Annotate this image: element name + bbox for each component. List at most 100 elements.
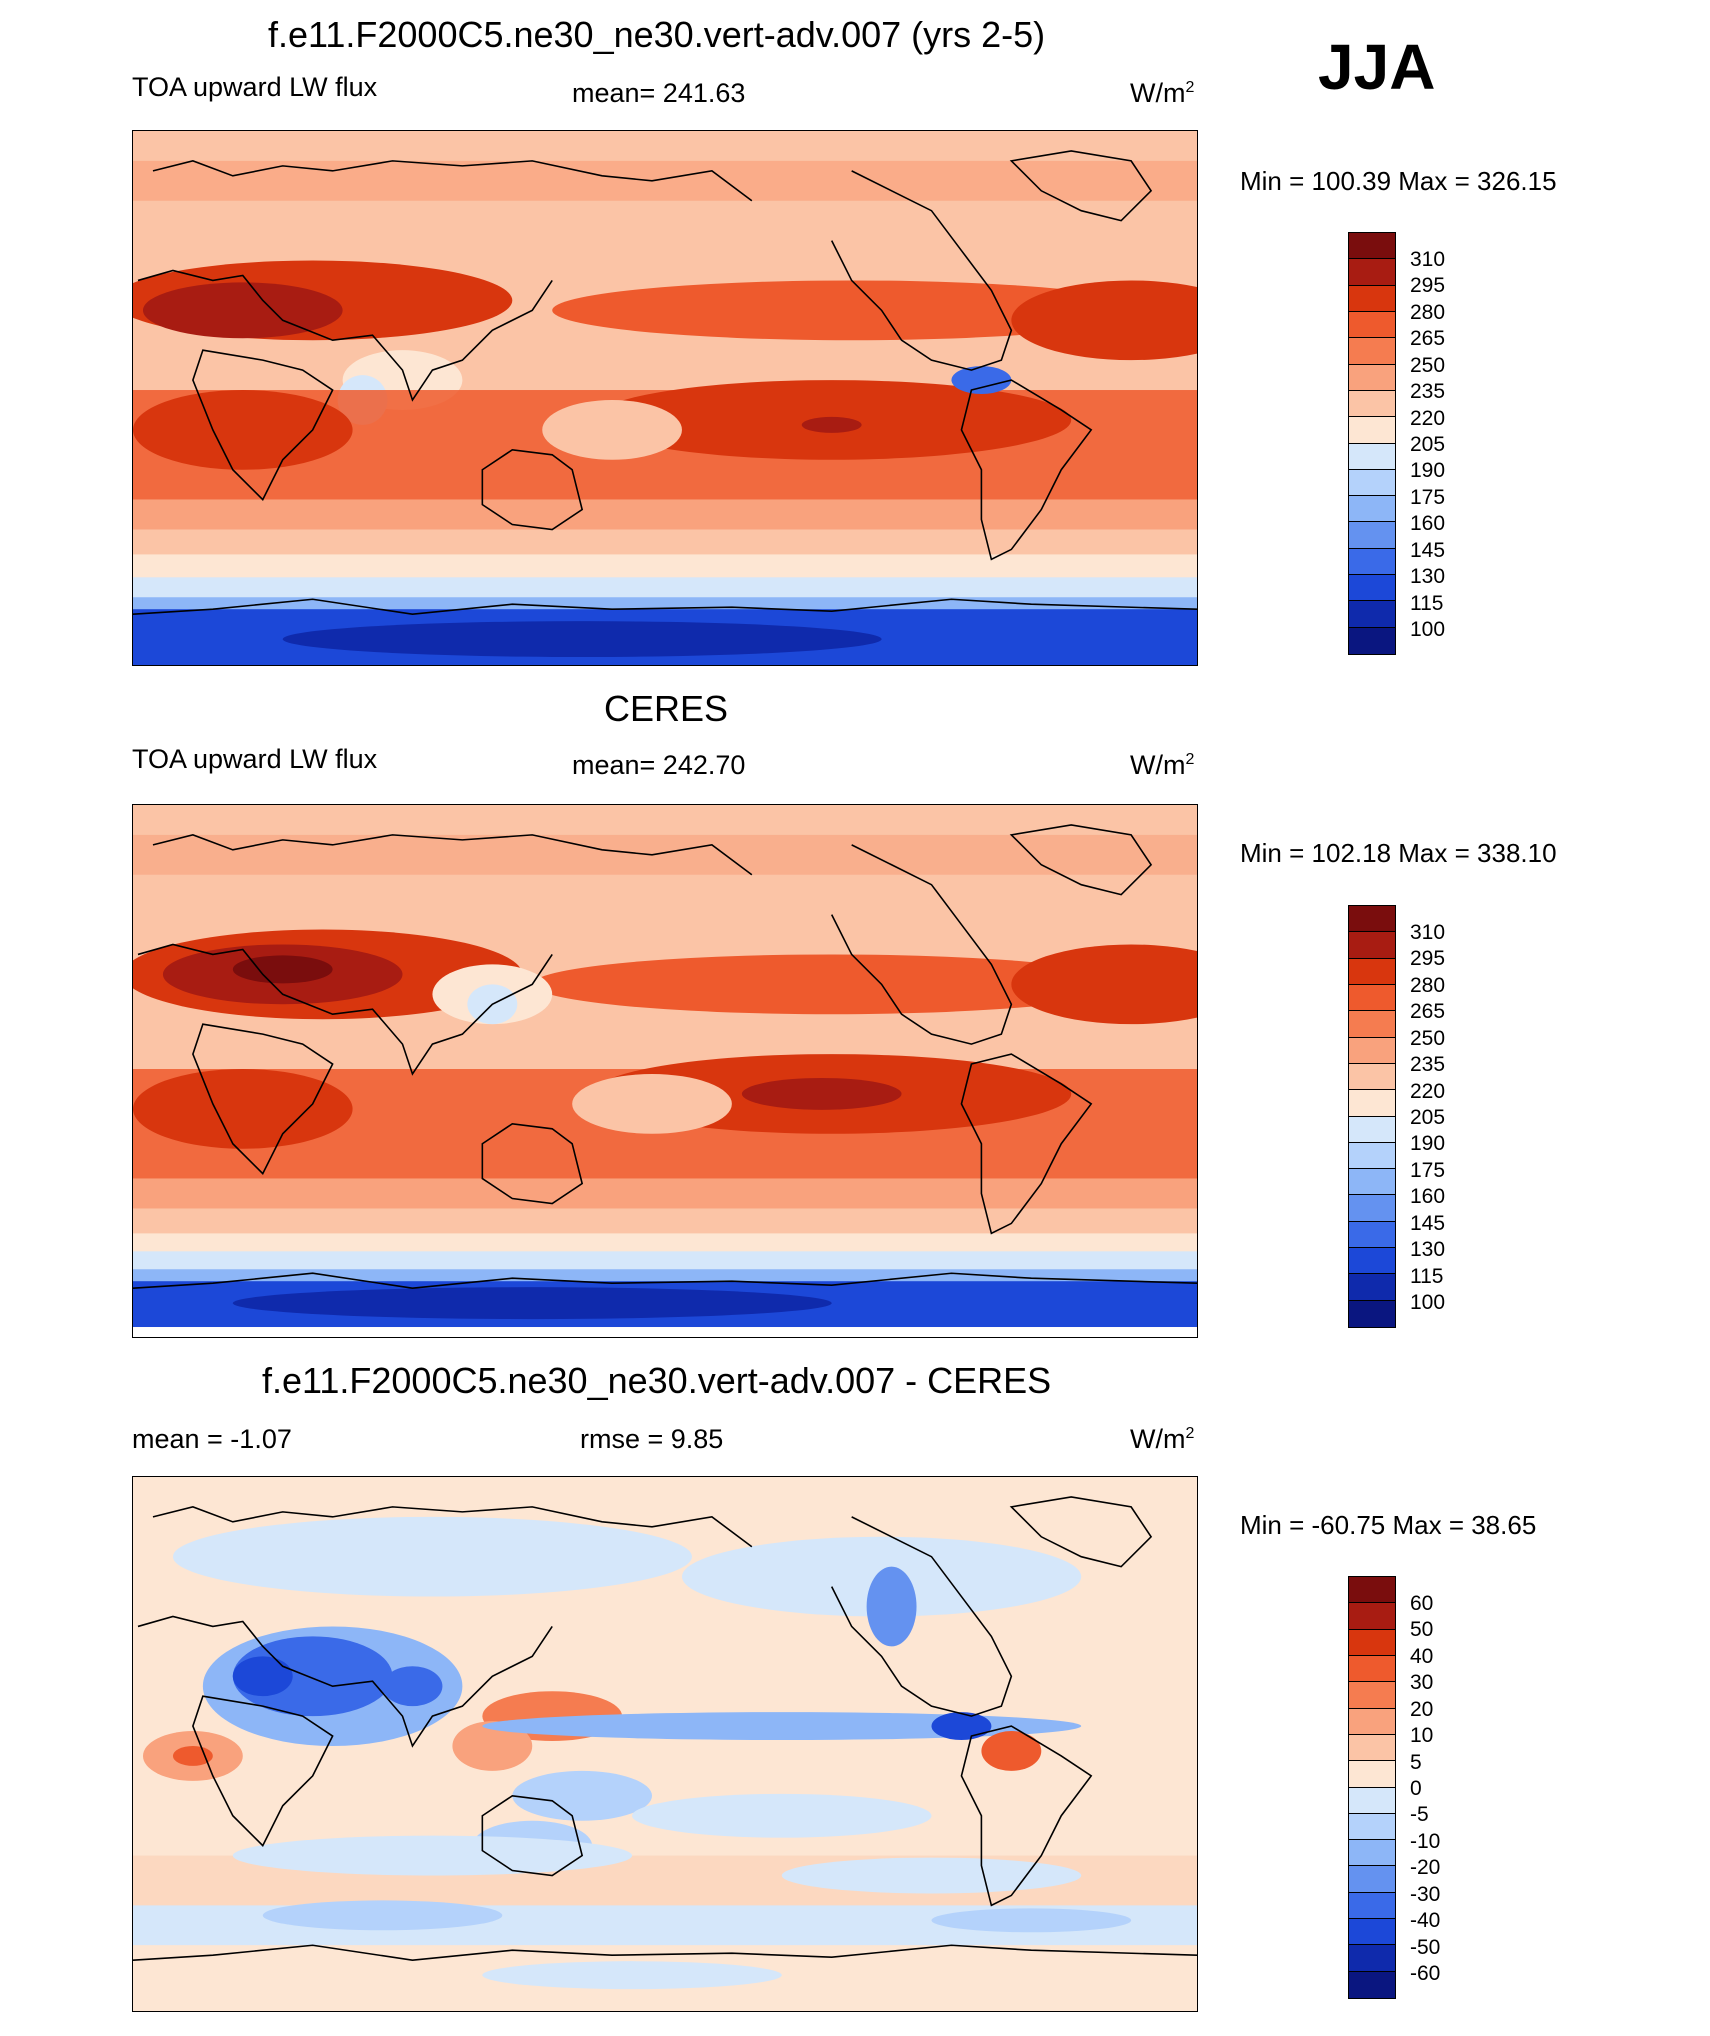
panel2-colorbar xyxy=(1348,905,1396,1328)
panel1-colorbar-swatch xyxy=(1349,627,1395,654)
panel3-colorbar-swatch xyxy=(1349,1971,1395,1998)
colorbar-tick-label: 130 xyxy=(1410,565,1446,588)
colorbar-tick-label: 0 xyxy=(1410,1777,1422,1800)
colorbar-tick-label: 280 xyxy=(1410,974,1446,997)
panel2-colorbar-swatch xyxy=(1349,1248,1395,1275)
colorbar-tick-label: 220 xyxy=(1410,407,1446,430)
panel3-colorbar-swatch xyxy=(1349,1892,1395,1920)
panel1-colorbar-swatch xyxy=(1349,601,1395,628)
panel3-colorbar-swatch xyxy=(1349,1603,1395,1630)
panel1-colorbar-swatch xyxy=(1349,548,1395,576)
colorbar-tick-label: 115 xyxy=(1410,592,1444,615)
panel3-colorbar-swatch xyxy=(1349,1813,1395,1841)
panel3-colorbar-swatch xyxy=(1349,1655,1395,1683)
panel1-colorbar-swatch xyxy=(1349,285,1395,312)
panel2-colorbar-swatch xyxy=(1349,1090,1395,1117)
colorbar-tick-label: 20 xyxy=(1410,1698,1434,1721)
panel1-colorbar-swatch xyxy=(1349,469,1395,497)
colorbar-tick-label: 310 xyxy=(1410,248,1446,271)
panel1-colorbar-swatch xyxy=(1349,575,1395,602)
colorbar-tick-label: -30 xyxy=(1410,1883,1441,1906)
panel1-colorbar-swatch xyxy=(1349,496,1395,523)
panel2-colorbar-swatch xyxy=(1349,1063,1395,1091)
colorbar-tick-label: 5 xyxy=(1410,1751,1422,1774)
colorbar-tick-label: 295 xyxy=(1410,274,1446,297)
panel1-units: W/m2 xyxy=(1130,78,1195,108)
panel3-colorbar-swatch xyxy=(1349,1734,1395,1762)
panel3-mean: mean = -1.07 xyxy=(132,1424,292,1454)
panel1-colorbar-swatch xyxy=(1349,259,1395,286)
panel1-colorbar-swatch xyxy=(1349,443,1395,470)
panel3-colorbar-swatch xyxy=(1349,1761,1395,1788)
colorbar-tick-label: 220 xyxy=(1410,1080,1446,1103)
colorbar-tick-label: 100 xyxy=(1410,618,1446,641)
panel1-title: f.e11.F2000C5.ne30_ne30.vert-adv.007 (yr… xyxy=(268,14,1046,55)
colorbar-tick-label: 265 xyxy=(1410,327,1446,350)
panel2-colorbar-swatch xyxy=(1349,1116,1395,1143)
panel3-rmse: rmse = 9.85 xyxy=(580,1424,724,1454)
panel2-colorbar-swatch xyxy=(1349,958,1395,985)
panel2-colorbar-swatch xyxy=(1349,906,1395,933)
colorbar-tick-label: 40 xyxy=(1410,1645,1434,1668)
panel1-colorbar xyxy=(1348,232,1396,655)
panel1-variable: TOA upward LW flux xyxy=(132,72,378,102)
colorbar-tick-label: 145 xyxy=(1410,539,1446,562)
panel2-colorbar-swatch xyxy=(1349,932,1395,959)
colorbar-tick-label: 175 xyxy=(1410,1159,1446,1182)
colorbar-tick-label: 235 xyxy=(1410,1053,1446,1076)
colorbar-tick-label: 175 xyxy=(1410,486,1446,509)
panel2-variable: TOA upward LW flux xyxy=(132,744,378,774)
panel1-colorbar-swatch xyxy=(1349,233,1395,260)
panel1-colorbar-swatch xyxy=(1349,311,1395,339)
colorbar-tick-label: -5 xyxy=(1410,1803,1429,1826)
panel3-colorbar-swatch xyxy=(1349,1840,1395,1867)
colorbar-tick-label: 205 xyxy=(1410,433,1446,456)
colorbar-tick-label: 160 xyxy=(1410,512,1446,535)
panel2-map xyxy=(132,804,1198,1338)
colorbar-tick-label: 115 xyxy=(1410,1265,1444,1288)
colorbar-tick-label: 280 xyxy=(1410,301,1446,324)
panel1-minmax: Min = 100.39 Max = 326.15 xyxy=(1240,166,1557,196)
colorbar-tick-label: 190 xyxy=(1410,1132,1446,1155)
panel3-map xyxy=(132,1476,1198,2012)
colorbar-tick-label: 60 xyxy=(1410,1592,1434,1615)
colorbar-tick-label: -20 xyxy=(1410,1856,1441,1879)
panel3-colorbar xyxy=(1348,1576,1396,1999)
colorbar-tick-label: 30 xyxy=(1410,1671,1434,1694)
panel2-mean: mean= 242.70 xyxy=(572,750,746,780)
panel1-colorbar-swatch xyxy=(1349,338,1395,365)
panel3-colorbar-swatch xyxy=(1349,1708,1395,1735)
panel2-colorbar-swatch xyxy=(1349,1221,1395,1249)
colorbar-tick-label: 145 xyxy=(1410,1212,1446,1235)
colorbar-tick-label: 100 xyxy=(1410,1291,1446,1314)
panel2-title: CERES xyxy=(604,688,729,729)
panel3-units: W/m2 xyxy=(1130,1424,1195,1454)
colorbar-tick-label: -40 xyxy=(1410,1909,1441,1932)
colorbar-tick-label: -60 xyxy=(1410,1962,1441,1985)
colorbar-tick-label: 250 xyxy=(1410,1027,1446,1050)
panel2-units: W/m2 xyxy=(1130,750,1195,780)
panel1-colorbar-swatch xyxy=(1349,390,1395,418)
colorbar-tick-label: 265 xyxy=(1410,1000,1446,1023)
panel2-colorbar-swatch xyxy=(1349,1169,1395,1196)
panel3-colorbar-swatch xyxy=(1349,1866,1395,1893)
panel2-colorbar-swatch xyxy=(1349,984,1395,1012)
panel3-colorbar-swatch xyxy=(1349,1682,1395,1709)
panel2-minmax: Min = 102.18 Max = 338.10 xyxy=(1240,838,1557,868)
panel2-colorbar-swatch xyxy=(1349,1011,1395,1038)
colorbar-tick-label: 190 xyxy=(1410,459,1446,482)
panel3-title: f.e11.F2000C5.ne30_ne30.vert-adv.007 - C… xyxy=(262,1360,1052,1401)
panel1-colorbar-swatch xyxy=(1349,364,1395,391)
colorbar-tick-label: 310 xyxy=(1410,921,1446,944)
panel1-mean: mean= 241.63 xyxy=(572,78,746,108)
colorbar-tick-label: 130 xyxy=(1410,1238,1446,1261)
panel2-colorbar-swatch xyxy=(1349,1300,1395,1327)
colorbar-tick-label: 160 xyxy=(1410,1185,1446,1208)
panel1-colorbar-swatch xyxy=(1349,417,1395,444)
panel3-colorbar-swatch xyxy=(1349,1787,1395,1814)
panel2-colorbar-swatch xyxy=(1349,1195,1395,1222)
panel2-colorbar-swatch xyxy=(1349,1142,1395,1170)
panel1-map xyxy=(132,130,1198,666)
colorbar-tick-label: -10 xyxy=(1410,1830,1441,1853)
colorbar-tick-label: 50 xyxy=(1410,1618,1434,1641)
